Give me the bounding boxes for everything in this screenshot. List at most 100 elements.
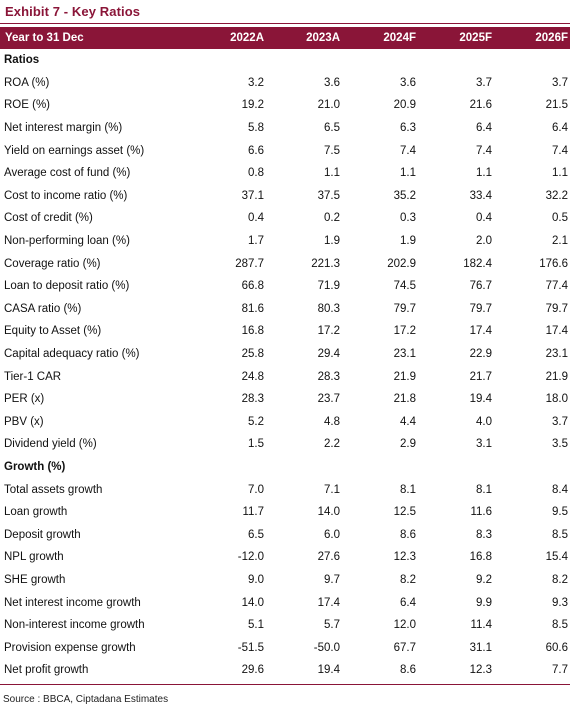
table-row: Yield on earnings asset (%) 6.6 7.5 7.4 7.4 7… (0, 139, 570, 162)
table-row: Loan to deposit ratio (%) 66.8 71.9 74.5 76.… (0, 275, 570, 298)
value-cell: 21.9 (393, 370, 416, 383)
value-cell: 21.9 (545, 370, 568, 383)
table-row: NPL growth -12.0 27.6 12.3 16.8 15.4 (0, 546, 570, 569)
header-cell: 2026F (494, 27, 570, 49)
value-cell: 5.1 (248, 619, 264, 632)
row-label: Net interest margin (%) (4, 122, 123, 135)
value-cell: 8.5 (552, 619, 568, 632)
value-cell: 182.4 (463, 257, 492, 270)
value-cell: 7.1 (324, 483, 340, 496)
value-cell: 1.1 (476, 167, 492, 180)
value-cell: -50.0 (313, 641, 340, 654)
value-cell: 21.7 (469, 370, 492, 383)
row-label: Yield on earnings asset (%) (4, 144, 145, 157)
table-row: Coverage ratio (%) 287.7 221.3 202.9 182.4 17… (0, 252, 570, 275)
value-cell: 0.8 (248, 167, 264, 180)
value-cell: 3.7 (476, 76, 492, 89)
value-cell: 9.2 (476, 573, 492, 586)
value-cell: 15.4 (545, 551, 568, 564)
exhibit-title: Exhibit 7 - Key Ratios (5, 4, 141, 19)
section-label: Ratios (4, 54, 40, 67)
value-cell: 287.7 (235, 257, 264, 270)
value-cell: 21.0 (317, 99, 340, 112)
table-row: Provision expense growth -51.5 -50.0 67.7 31… (0, 636, 570, 659)
value-cell: 24.8 (241, 370, 264, 383)
value-cell: 1.5 (248, 438, 264, 451)
value-cell: 21.6 (469, 99, 492, 112)
value-cell: 2.9 (400, 438, 416, 451)
value-cell: 3.7 (552, 415, 568, 428)
value-cell: 1.1 (552, 167, 568, 180)
value-cell: 6.5 (248, 528, 264, 541)
value-cell: 25.8 (241, 348, 264, 361)
value-cell: 74.5 (393, 280, 416, 293)
table-row: Net interest margin (%) 5.8 6.5 6.3 6.4 6.4 (0, 117, 570, 140)
value-cell: 17.2 (317, 325, 340, 338)
header-cell: 2023A (266, 27, 342, 49)
value-cell: 2.1 (552, 235, 568, 248)
row-label: Cost of credit (%) (4, 212, 93, 225)
table-row: Deposit growth 6.5 6.0 8.6 8.3 8.5 (0, 523, 570, 546)
section-header-row: Growth (%) (0, 456, 570, 479)
value-cell: 3.6 (400, 76, 416, 89)
value-cell: 33.4 (469, 189, 492, 202)
value-cell: 81.6 (241, 302, 264, 315)
value-cell: 2.0 (476, 235, 492, 248)
value-cell: 7.4 (476, 144, 492, 157)
header-cell: 2024F (342, 27, 418, 49)
row-label: Tier-1 CAR (4, 370, 62, 383)
value-cell: 12.3 (393, 551, 416, 564)
row-label: SHE growth (4, 573, 66, 586)
header-cell: Year to 31 Dec (0, 27, 190, 49)
value-cell: 79.7 (545, 302, 568, 315)
value-cell: 5.8 (248, 122, 264, 135)
value-cell: 16.8 (469, 551, 492, 564)
value-cell: 79.7 (469, 302, 492, 315)
value-cell: 31.1 (469, 641, 492, 654)
value-cell: 9.5 (552, 506, 568, 519)
value-cell: 20.9 (393, 99, 416, 112)
table-row: Net profit growth 29.6 19.4 8.6 12.3 7.7 (0, 659, 570, 682)
value-cell: 7.4 (552, 144, 568, 157)
value-cell: 27.6 (317, 551, 340, 564)
value-cell: 0.4 (248, 212, 264, 225)
value-cell: 17.2 (393, 325, 416, 338)
value-cell: 202.9 (387, 257, 416, 270)
value-cell: 80.3 (317, 302, 340, 315)
table-row: Non-performing loan (%) 1.7 1.9 1.9 2.0 2.1 (0, 230, 570, 253)
value-cell: 0.2 (324, 212, 340, 225)
row-label: Net profit growth (4, 664, 89, 677)
row-label: Total assets growth (4, 483, 103, 496)
value-cell: 9.3 (552, 596, 568, 609)
value-cell: 0.4 (476, 212, 492, 225)
row-label: ROA (%) (4, 76, 50, 89)
value-cell: 4.8 (324, 415, 340, 428)
table-row: CASA ratio (%) 81.6 80.3 79.7 79.7 79.7 (0, 298, 570, 321)
value-cell: 19.4 (317, 664, 340, 677)
table-row: Total assets growth 7.0 7.1 8.1 8.1 8.4 (0, 478, 570, 501)
value-cell: 11.4 (470, 619, 492, 632)
value-cell: 8.1 (400, 483, 416, 496)
value-cell: 8.2 (552, 573, 568, 586)
value-cell: 1.9 (324, 235, 340, 248)
value-cell: 4.0 (476, 415, 492, 428)
value-cell: 1.1 (324, 167, 340, 180)
row-label: Cost to income ratio (%) (4, 189, 128, 202)
table-row: Net interest income growth 14.0 17.4 6.4 9.9… (0, 591, 570, 614)
value-cell: 11.7 (242, 506, 264, 519)
value-cell: 8.1 (476, 483, 492, 496)
value-cell: 21.8 (393, 393, 416, 406)
value-cell: 16.8 (241, 325, 264, 338)
value-cell: 23.1 (393, 348, 416, 361)
row-label: ROE (%) (4, 99, 50, 112)
value-cell: 19.2 (241, 99, 264, 112)
footer-divider (0, 684, 570, 685)
value-cell: 7.5 (324, 144, 340, 157)
table-row: SHE growth 9.0 9.7 8.2 9.2 8.2 (0, 569, 570, 592)
key-ratios-table: Year to 31 Dec 2022A 2023A 2024F 2025F 2… (0, 27, 570, 682)
value-cell: -12.0 (237, 551, 264, 564)
value-cell: 176.6 (539, 257, 568, 270)
value-cell: 8.6 (400, 528, 416, 541)
value-cell: 22.9 (469, 348, 492, 361)
header-cell: 2022A (190, 27, 266, 49)
